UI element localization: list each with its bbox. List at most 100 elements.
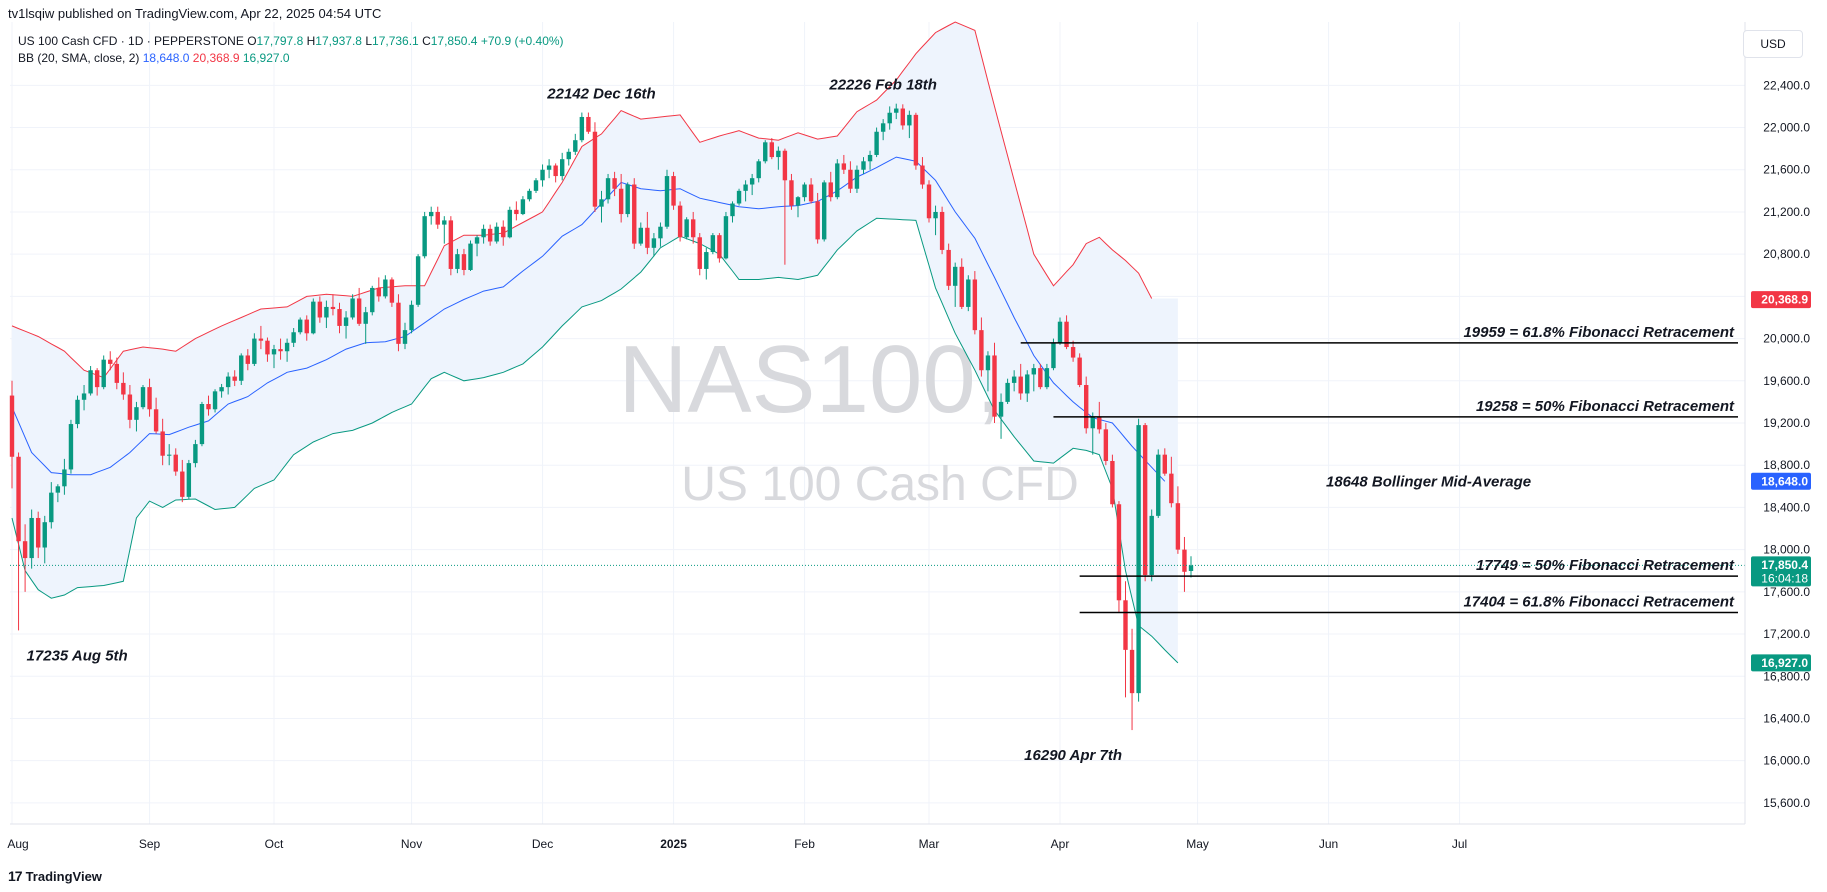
candle-body[interactable] <box>749 178 755 185</box>
candle-body[interactable] <box>677 205 683 238</box>
candle-body[interactable] <box>756 161 761 179</box>
candle-body[interactable] <box>1169 473 1174 504</box>
candle-body[interactable] <box>1103 429 1109 461</box>
candle-body[interactable] <box>193 444 198 464</box>
candle-body[interactable] <box>337 309 342 326</box>
candle-body[interactable] <box>88 370 93 394</box>
candle-body[interactable] <box>363 312 368 324</box>
candle-body[interactable] <box>402 330 408 344</box>
candle-body[interactable] <box>147 387 152 410</box>
candle-body[interactable] <box>121 382 126 395</box>
candle-body[interactable] <box>638 227 643 244</box>
candle-body[interactable] <box>389 279 395 303</box>
candle-body[interactable] <box>763 142 768 162</box>
candle-body[interactable] <box>442 220 447 225</box>
candle-body[interactable] <box>841 163 847 170</box>
candle-body[interactable] <box>1044 368 1050 388</box>
candle-body[interactable] <box>409 304 414 331</box>
candle-body[interactable] <box>880 123 886 132</box>
candle-body[interactable] <box>350 298 355 318</box>
candle-body[interactable] <box>560 159 565 177</box>
candle-body[interactable] <box>998 401 1004 417</box>
candle-body[interactable] <box>1084 385 1089 429</box>
candle-body[interactable] <box>16 456 21 542</box>
candle-body[interactable] <box>167 454 172 456</box>
candle-body[interactable] <box>160 431 165 456</box>
candle-body[interactable] <box>540 169 545 181</box>
candle-body[interactable] <box>651 238 657 248</box>
candle-body[interactable] <box>939 211 945 250</box>
candle-body[interactable] <box>311 301 316 334</box>
candle-body[interactable] <box>1142 425 1148 575</box>
candle-body[interactable] <box>1031 368 1036 375</box>
candle-body[interactable] <box>324 306 329 318</box>
candle-body[interactable] <box>966 279 971 307</box>
candle-body[interactable] <box>153 409 159 432</box>
candle-body[interactable] <box>81 393 87 400</box>
candle-body[interactable] <box>1162 454 1167 474</box>
candle-body[interactable] <box>62 469 67 487</box>
candle-body[interactable] <box>723 216 729 259</box>
candle-body[interactable] <box>455 254 460 269</box>
candle-body[interactable] <box>173 454 178 472</box>
candle-body[interactable] <box>920 165 925 185</box>
candle-body[interactable] <box>304 319 309 334</box>
candle-body[interactable] <box>861 161 866 170</box>
candle-body[interactable] <box>1051 342 1056 369</box>
candle-body[interactable] <box>1175 503 1181 550</box>
candle-body[interactable] <box>592 131 598 207</box>
candle-body[interactable] <box>658 226 663 239</box>
candle-body[interactable] <box>468 243 473 270</box>
candle-body[interactable] <box>632 184 637 244</box>
candle-body[interactable] <box>1156 454 1161 516</box>
candle-body[interactable] <box>481 228 486 238</box>
candle-body[interactable] <box>573 140 578 152</box>
candle-body[interactable] <box>586 116 591 132</box>
candle-body[interactable] <box>383 279 388 297</box>
candle-body[interactable] <box>474 237 480 244</box>
candle-body[interactable] <box>487 228 493 242</box>
candle-body[interactable] <box>579 116 585 141</box>
candle-body[interactable] <box>1011 376 1017 383</box>
candle-body[interactable] <box>795 197 801 206</box>
candle-body[interactable] <box>1057 321 1063 343</box>
candle-body[interactable] <box>769 142 774 158</box>
candle-body[interactable] <box>625 184 630 215</box>
candle-body[interactable] <box>1038 368 1043 388</box>
candle-body[interactable] <box>435 211 440 225</box>
candle-body[interactable] <box>776 150 781 158</box>
candle-body[interactable] <box>134 407 139 420</box>
candle-body[interactable] <box>828 182 833 198</box>
candle-body[interactable] <box>612 178 617 189</box>
candle-body[interactable] <box>985 355 991 371</box>
candle-body[interactable] <box>1018 376 1023 394</box>
candle-body[interactable] <box>356 298 362 324</box>
candle-body[interactable] <box>258 338 264 341</box>
candle-body[interactable] <box>1005 382 1010 402</box>
candle-body[interactable] <box>867 154 873 162</box>
candle-body[interactable] <box>55 486 61 493</box>
candle-body[interactable] <box>992 355 997 417</box>
candle-body[interactable] <box>802 184 807 198</box>
candle-body[interactable] <box>422 216 427 257</box>
candle-body[interactable] <box>75 399 80 425</box>
candle-body[interactable] <box>704 252 709 269</box>
candle-body[interactable] <box>461 254 467 270</box>
candle-body[interactable] <box>49 492 54 523</box>
candle-body[interactable] <box>101 359 106 388</box>
candle-body[interactable] <box>736 190 742 204</box>
candle-body[interactable] <box>854 169 860 189</box>
candle-body[interactable] <box>1025 374 1030 394</box>
candle-body[interactable] <box>730 203 735 217</box>
candle-body[interactable] <box>527 190 532 200</box>
candle-body[interactable] <box>494 226 499 242</box>
candle-body[interactable] <box>271 349 277 355</box>
candle-body[interactable] <box>68 424 74 470</box>
candle-body[interactable] <box>501 226 506 238</box>
candle-body[interactable] <box>252 338 257 364</box>
candle-body[interactable] <box>396 302 401 344</box>
candle-body[interactable] <box>618 188 624 215</box>
candle-body[interactable] <box>717 235 722 259</box>
candle-body[interactable] <box>1077 357 1082 386</box>
candle-body[interactable] <box>448 220 454 269</box>
